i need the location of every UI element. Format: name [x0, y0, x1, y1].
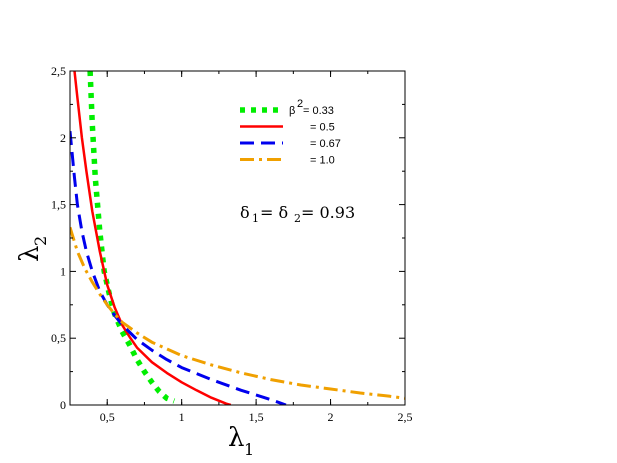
y-tick-label: 1: [60, 264, 66, 278]
legend-label-2: = 0.67: [310, 138, 341, 150]
plot-frame: [69, 70, 406, 406]
y-axis-label-group: λ2: [15, 236, 50, 262]
y-tick-label: 0: [60, 398, 66, 412]
axes: 0,5 1 1,5 2 2,5 0 0,5 1 1,5 2 2,5: [51, 64, 413, 424]
y-axis-label: λ: [15, 246, 45, 262]
legend-beta: β: [289, 105, 295, 117]
x-axis-label-sub: 1: [244, 440, 254, 459]
legend-beta-sup: 2: [297, 98, 303, 110]
x-tick-label: 0,5: [100, 410, 115, 424]
x-tick-label: 2: [328, 410, 334, 424]
y-tick-label: 0,5: [51, 331, 66, 345]
x-tick-label: 1,5: [249, 410, 264, 424]
annotation-sub1: 1: [252, 212, 259, 225]
x-axis-label: λ: [228, 423, 244, 453]
legend-label-0: = 0.33: [303, 105, 334, 117]
legend-label-3: = 1.0: [310, 155, 335, 167]
series-line-1: [73, 71, 232, 405]
series-layer: [70, 71, 405, 405]
y-tick-label: 2: [60, 131, 66, 145]
annotation-mid: = δ: [260, 203, 288, 222]
annotation-sub2: 2: [294, 212, 301, 225]
x-tick-label: 1: [179, 410, 185, 424]
y-tick-label: 1,5: [51, 198, 66, 212]
y-tick-label: 2,5: [51, 64, 66, 78]
y-axis-label-sub: 2: [31, 236, 50, 246]
x-tick-label: 2,5: [398, 410, 413, 424]
series-line-2: [70, 130, 287, 405]
annotation-delta1: δ: [240, 203, 250, 222]
legend: β2= 0.33 = 0.5 = 0.67 = 1.0: [240, 98, 341, 167]
annotation-tail: = 0.93: [301, 203, 355, 222]
series-line-3: [70, 226, 405, 400]
legend-label-1: = 0.5: [310, 122, 335, 134]
series-line-0: [87, 71, 176, 404]
